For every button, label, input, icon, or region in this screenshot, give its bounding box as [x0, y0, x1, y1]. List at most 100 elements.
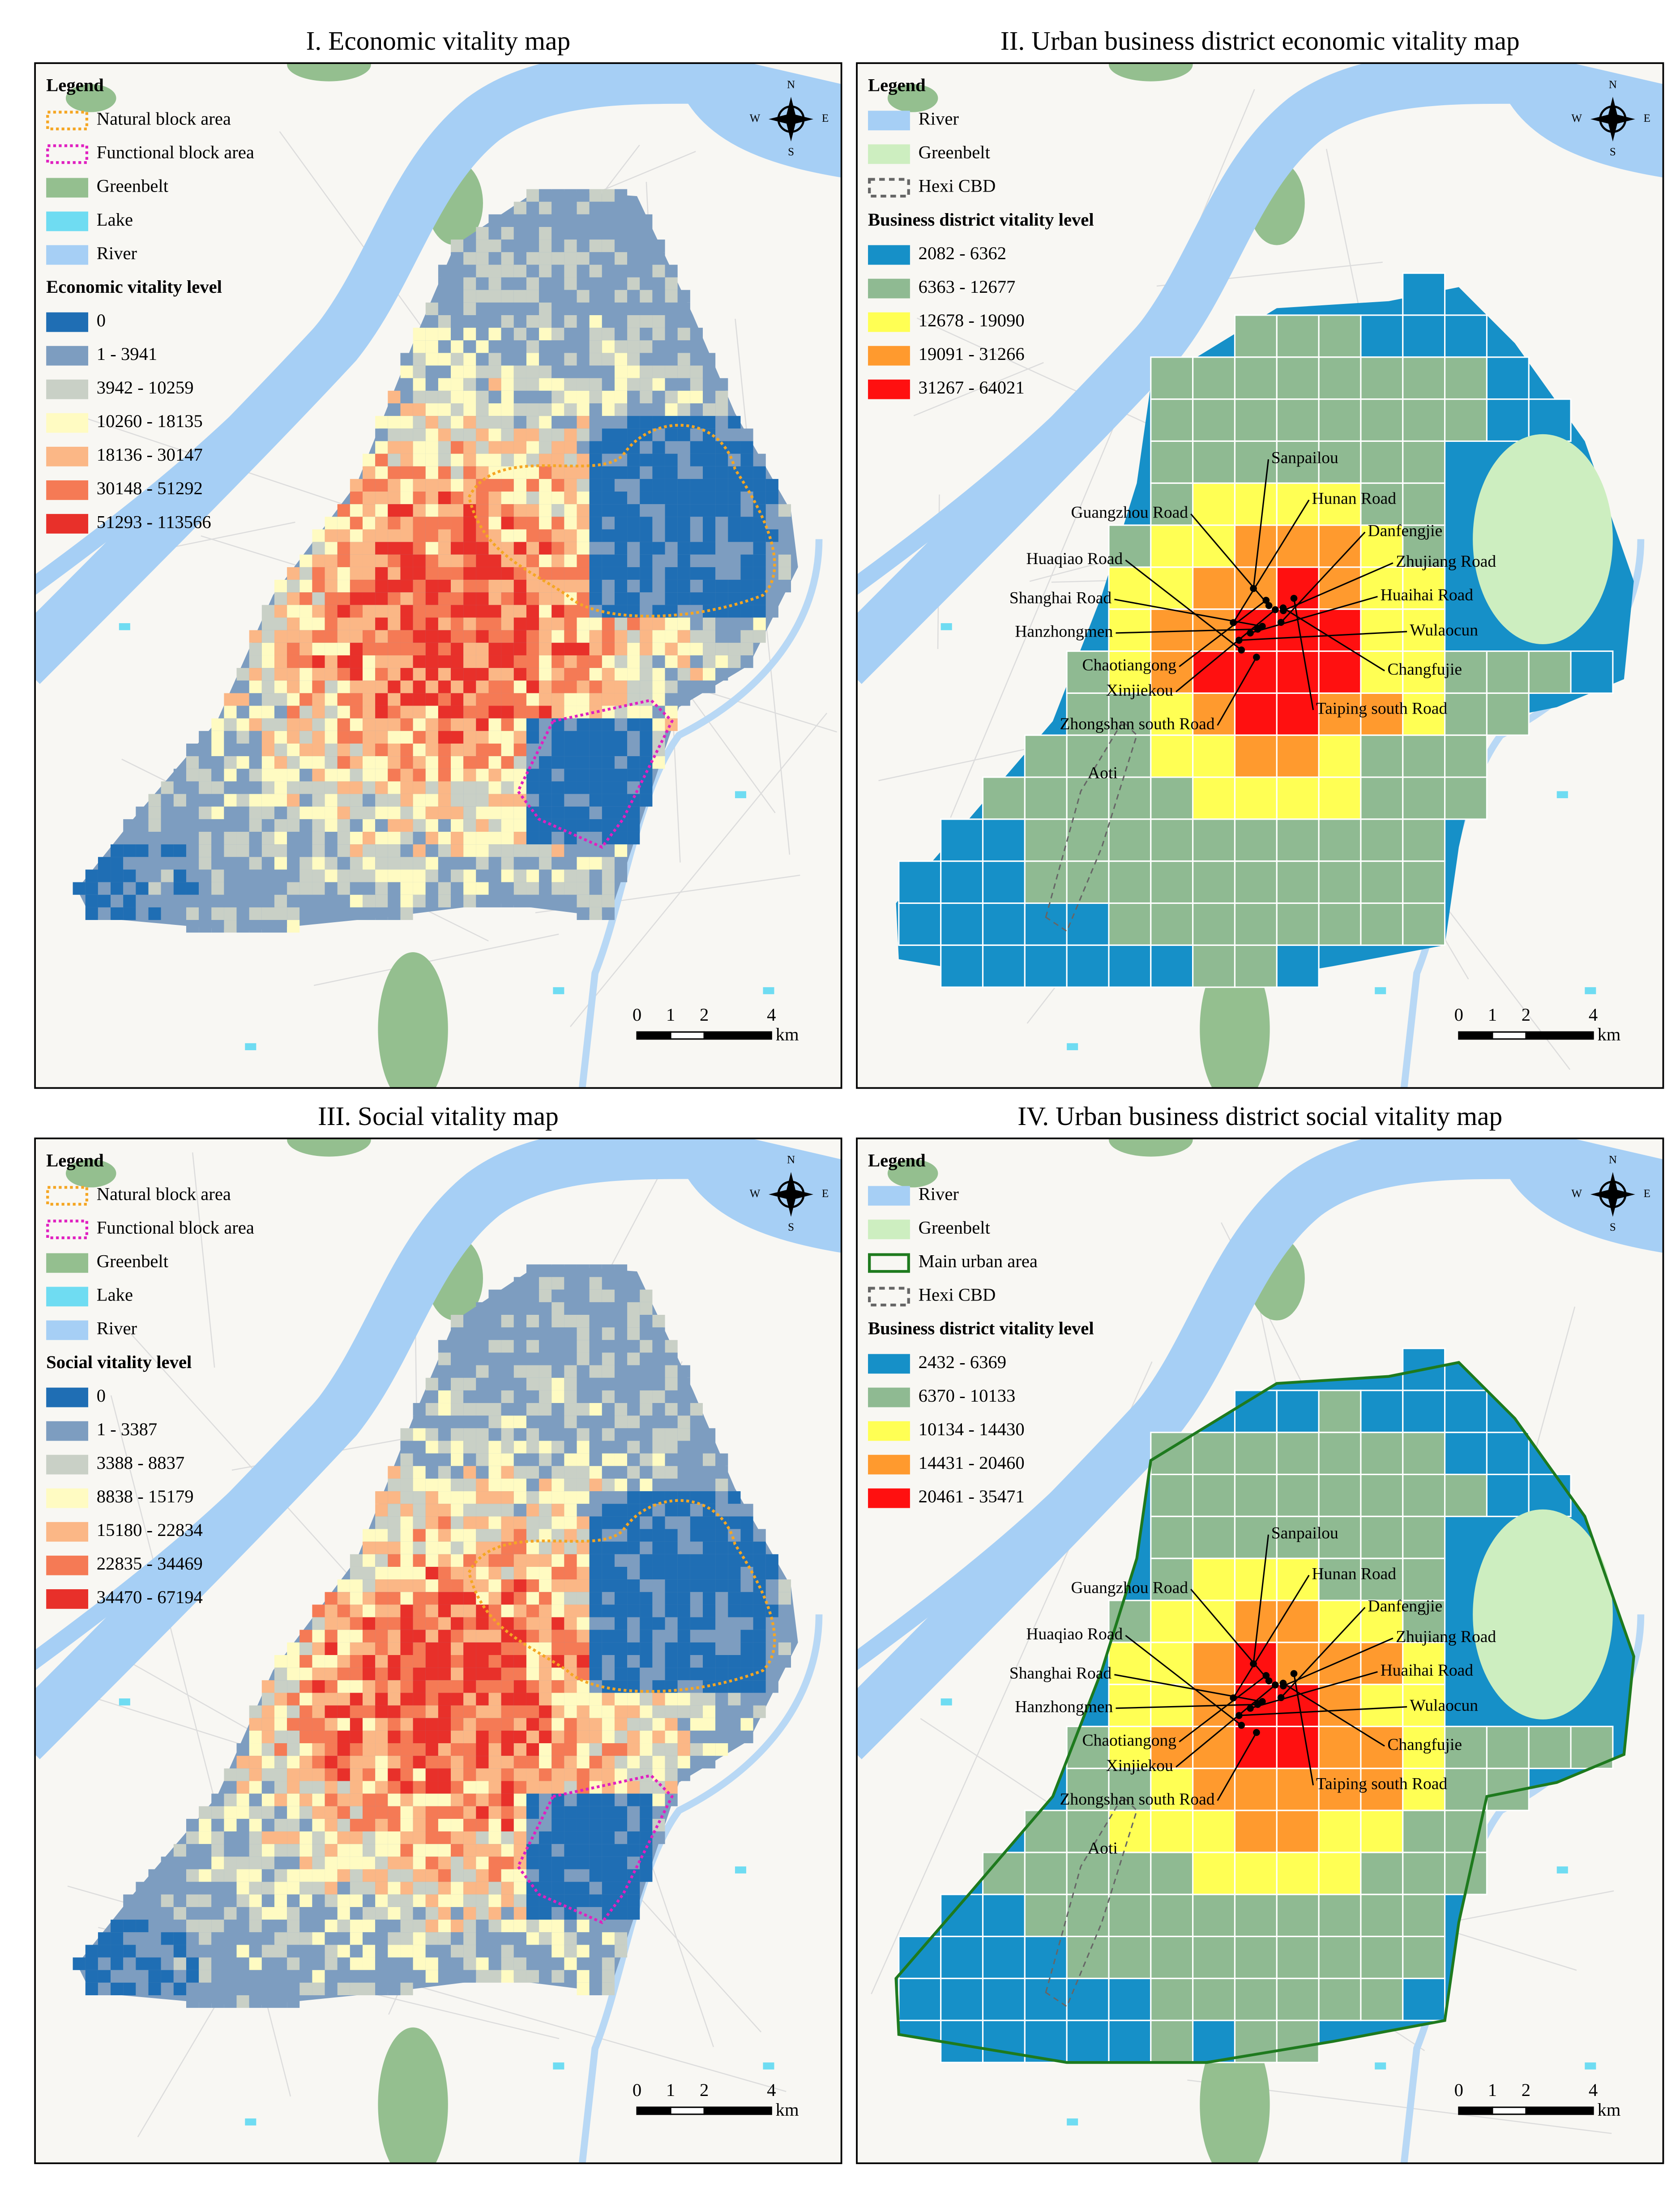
vitality-cell: [677, 693, 690, 706]
vitality-cell: [325, 1768, 338, 1781]
vitality-cell: [438, 1416, 451, 1429]
business-district: [1108, 902, 1152, 946]
vitality-cell: [564, 857, 577, 870]
vitality-cell: [513, 731, 526, 744]
vitality-cell: [400, 529, 413, 542]
vitality-cell: [677, 378, 690, 391]
vitality-cell: [589, 1668, 602, 1681]
vitality-cell: [740, 1642, 753, 1655]
vitality-cell: [577, 1416, 590, 1429]
vitality-cell: [526, 781, 539, 794]
vitality-cell: [589, 466, 602, 479]
vitality-cell: [665, 378, 678, 391]
vitality-cell: [677, 1768, 690, 1781]
vitality-cell: [388, 428, 401, 441]
vitality-cell: [476, 642, 489, 655]
vitality-cell: [375, 630, 388, 643]
vitality-cell: [325, 1730, 338, 1744]
business-district: [1024, 944, 1068, 988]
vitality-cell: [703, 642, 716, 655]
vitality-cell: [577, 328, 590, 341]
vitality-cell: [476, 353, 489, 366]
vitality-cell: [136, 1907, 149, 1920]
vitality-cell: [652, 567, 665, 580]
vitality-cell: [261, 680, 274, 693]
vitality-cell: [513, 869, 526, 882]
vitality-cell: [513, 428, 526, 441]
vitality-cell: [388, 806, 401, 819]
vitality-cell: [715, 1478, 728, 1492]
vitality-cell: [577, 1630, 590, 1642]
business-district: [1276, 1894, 1320, 1938]
vitality-cell: [299, 769, 312, 782]
vitality-cell: [627, 1529, 640, 1542]
leader-line: [1293, 598, 1314, 710]
legend-title: Legend: [46, 75, 104, 95]
vitality-cell: [753, 1630, 766, 1642]
business-district: [1318, 692, 1362, 736]
vitality-cell: [199, 1932, 212, 1945]
vitality-cell: [715, 1655, 728, 1668]
vitality-cell: [577, 479, 590, 492]
vitality-cell: [337, 1630, 350, 1642]
vitality-cell: [413, 1428, 426, 1441]
vitality-cell: [564, 718, 577, 731]
vitality-cell: [85, 907, 98, 920]
river: [1494, 63, 1663, 178]
vitality-cell: [476, 1365, 489, 1378]
vitality-cell: [640, 492, 653, 505]
vitality-cell: [413, 1882, 426, 1895]
vitality-cell: [577, 504, 590, 517]
vitality-cell: [425, 1818, 438, 1832]
vitality-cell: [425, 1894, 438, 1907]
vitality-cell: [161, 894, 174, 907]
vitality-cell: [539, 416, 552, 429]
vitality-cell: [249, 1793, 262, 1806]
vitality-cell: [640, 277, 653, 290]
vitality-cell: [312, 567, 325, 580]
vitality-cell: [652, 1390, 665, 1403]
business-district: [1150, 1852, 1194, 1895]
vitality-cell: [463, 1441, 476, 1454]
vitality-cell: [312, 580, 325, 593]
vitality-cell: [539, 1416, 552, 1429]
business-district: [1192, 860, 1236, 904]
vitality-cell: [476, 1630, 489, 1642]
vitality-cell: [350, 1844, 363, 1857]
district-label: Guangzhou Road: [1071, 1579, 1188, 1597]
vitality-cell: [451, 365, 464, 378]
vitality-cell: [413, 529, 426, 542]
vitality-cell: [577, 1592, 590, 1605]
business-district: [1234, 1936, 1278, 1980]
vitality-cell: [350, 882, 363, 895]
vitality-cell: [173, 882, 186, 895]
vitality-cell: [614, 1718, 628, 1731]
vitality-cell: [564, 1428, 577, 1441]
vitality-cell: [375, 1541, 388, 1554]
vitality-cell: [551, 1365, 564, 1378]
vitality-cell: [325, 706, 338, 719]
vitality-cell: [476, 504, 489, 517]
legend-swatch: [46, 1320, 89, 1340]
vitality-cell: [274, 1806, 287, 1819]
vitality-cell: [614, 668, 628, 681]
vitality-cell: [451, 1693, 464, 1706]
vitality-cell: [703, 1705, 716, 1718]
vitality-cell: [526, 1416, 539, 1429]
vitality-cell: [413, 1655, 426, 1668]
vitality-cell: [350, 542, 363, 555]
vitality-cell: [400, 378, 413, 391]
vitality-cell: [677, 542, 690, 555]
vitality-cell: [602, 1377, 615, 1390]
vitality-cell: [513, 1945, 526, 1958]
vitality-cell: [299, 1932, 312, 1945]
vitality-cell: [337, 1818, 350, 1832]
legend-label: Greenbelt: [97, 1251, 169, 1271]
vitality-cell: [740, 567, 753, 580]
vitality-cell: [488, 428, 501, 441]
vitality-cell: [438, 1743, 451, 1756]
vitality-cell: [274, 781, 287, 794]
vitality-cell: [400, 592, 413, 605]
vitality-cell: [438, 1756, 451, 1769]
vitality-cell: [513, 806, 526, 819]
